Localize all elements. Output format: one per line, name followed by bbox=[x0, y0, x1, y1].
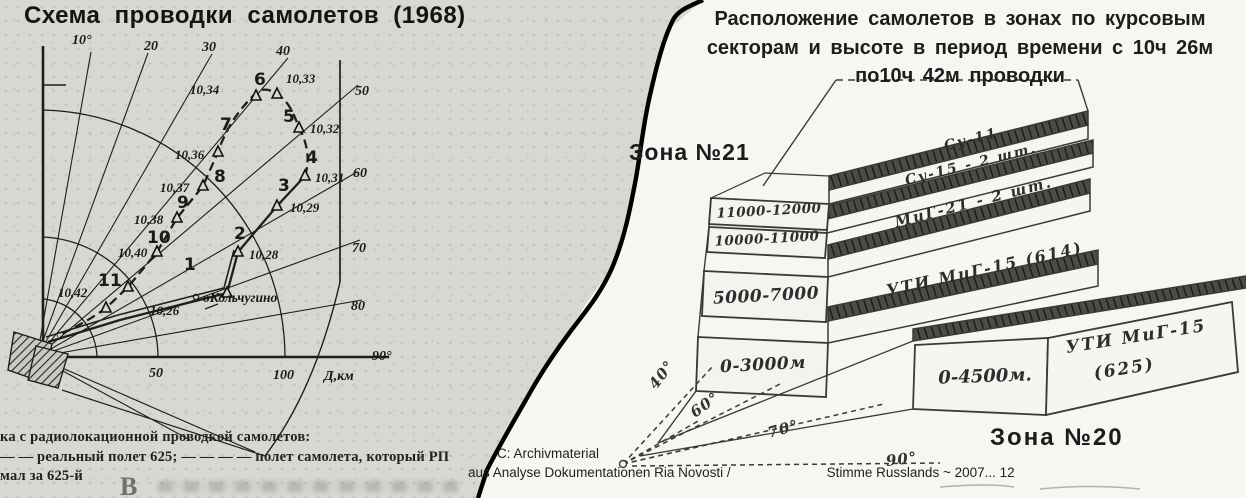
aircraft-position-triangle bbox=[249, 88, 263, 101]
legend-block: ка с радиолокационной проводкой самолето… bbox=[0, 428, 474, 487]
legend-line1: ка с радиолокационной проводкой самолето… bbox=[0, 429, 311, 445]
track-point-number: 5 bbox=[283, 107, 295, 127]
track-time-label: 10,42 bbox=[58, 285, 88, 300]
bearing-scale-label: 80 bbox=[351, 299, 365, 314]
caption-line2: aus Analyse Dokumentationen Ria Novosti … bbox=[468, 465, 1015, 480]
track-time-label: 10,40 bbox=[118, 245, 148, 260]
page-divider-curve bbox=[475, 0, 704, 498]
legend-line2: — — реальный полет 625; — — — — полет са… bbox=[0, 448, 450, 465]
track-point-number: 10 bbox=[147, 228, 171, 248]
aircraft-position-triangle bbox=[99, 300, 113, 313]
aircraft-position-triangle bbox=[298, 168, 312, 181]
zone20-slab bbox=[639, 275, 1246, 457]
caption-line1: C: Archivmaterial bbox=[497, 446, 600, 461]
aircraft-position-triangle bbox=[292, 120, 306, 133]
zone21-slabs bbox=[710, 110, 1099, 344]
left-diagram-title: Схема проводки самолетов (1968) bbox=[24, 2, 466, 29]
bearing-lines bbox=[36, 51, 363, 453]
aircraft-position-triangle bbox=[170, 210, 184, 223]
town-label: оКольчугино bbox=[203, 290, 278, 305]
track-point-number: 2 bbox=[234, 224, 246, 244]
bearing-scale-label: 90° bbox=[372, 349, 392, 364]
track-point-number: 9 bbox=[177, 193, 189, 213]
radar-site-symbol bbox=[7, 331, 69, 389]
track-point-number: 1 bbox=[184, 255, 196, 275]
track-time-label: 10,38 bbox=[134, 212, 164, 227]
track-time-label: 10,34 bbox=[190, 82, 220, 97]
zone20-altitude: 0-4500м. bbox=[937, 364, 1033, 389]
aircraft-position-triangle bbox=[270, 86, 284, 99]
bearing-scale-label: 70 bbox=[352, 241, 366, 256]
faded-text-smudge bbox=[158, 481, 458, 492]
bearing-scale-label: 60 bbox=[353, 166, 367, 181]
aircraft-position-triangle bbox=[220, 285, 234, 298]
track-point-number: 6 bbox=[254, 70, 266, 90]
polar-plot bbox=[7, 46, 389, 457]
zone21-label: Зона №21 bbox=[629, 139, 750, 165]
aircraft-position-triangle bbox=[121, 279, 135, 292]
track-time-label: 10,26 bbox=[150, 303, 180, 318]
aircraft-position-triangle bbox=[150, 244, 164, 257]
range-scale-label: 100 bbox=[273, 368, 294, 383]
legend-line3: мал за 625-й bbox=[0, 468, 83, 484]
range-scale-label: 50 bbox=[149, 366, 163, 381]
track-point-number: 3 bbox=[278, 176, 290, 196]
real-track-625 bbox=[45, 175, 306, 344]
track-point-number: 11 bbox=[98, 271, 122, 291]
left-scan-background bbox=[0, 0, 703, 498]
aircraft-position-triangle bbox=[231, 244, 245, 257]
caption-line2-left: aus Analyse Dokumentationen Ria Novosti … bbox=[468, 465, 731, 480]
bearing-scale-label: 10° bbox=[72, 33, 92, 48]
cut-off-text: В bbox=[120, 472, 138, 498]
track-time-label: 10,37 bbox=[160, 180, 190, 195]
aircraft-position-triangle bbox=[211, 144, 225, 157]
aircraft-position-triangle bbox=[270, 198, 284, 211]
track-time-label: 10,32 bbox=[310, 121, 340, 136]
range-rings bbox=[42, 109, 286, 358]
zones-diagram bbox=[618, 79, 1246, 490]
bearing-scale-label: 50 bbox=[355, 84, 369, 99]
town-dot bbox=[192, 293, 200, 301]
bearing-fan bbox=[622, 365, 941, 467]
right-title-line3: по10ч 42м проводки bbox=[855, 65, 1065, 87]
right-diagram-title: Расположение самолетов в зонах по курсов… bbox=[681, 5, 1239, 91]
right-title-line1: Расположение самолетов в зонах по курсов… bbox=[714, 8, 1206, 30]
track-time-label: 10,31 bbox=[315, 170, 345, 185]
track-point-number: 7 bbox=[220, 115, 232, 135]
bearing-scale-label: 30 bbox=[202, 40, 216, 55]
zone20-label: Зона №20 bbox=[990, 424, 1124, 451]
track-time-label: 10,33 bbox=[286, 71, 316, 86]
track-time-label: 10,29 bbox=[290, 200, 320, 215]
track-point-number: 8 bbox=[214, 167, 226, 187]
bearing-scale-label: 20 bbox=[144, 39, 158, 54]
right-title-line2: секторам и высоте в период времени с 10ч… bbox=[706, 36, 1214, 59]
track-point-markers bbox=[99, 86, 312, 313]
axis-unit-label: Д,км bbox=[324, 369, 354, 384]
caption-line2-right: Stimme Russlands ~ 2007... 12 bbox=[826, 465, 1015, 480]
track-time-label: 10,28 bbox=[249, 247, 279, 262]
track-point-number: 4 bbox=[306, 148, 318, 168]
bearing-scale-label: 40 bbox=[276, 44, 290, 59]
aircraft-position-triangle bbox=[196, 178, 210, 191]
track-time-label: 10,36 bbox=[175, 147, 205, 162]
zone21-altitude-faces bbox=[695, 197, 830, 398]
